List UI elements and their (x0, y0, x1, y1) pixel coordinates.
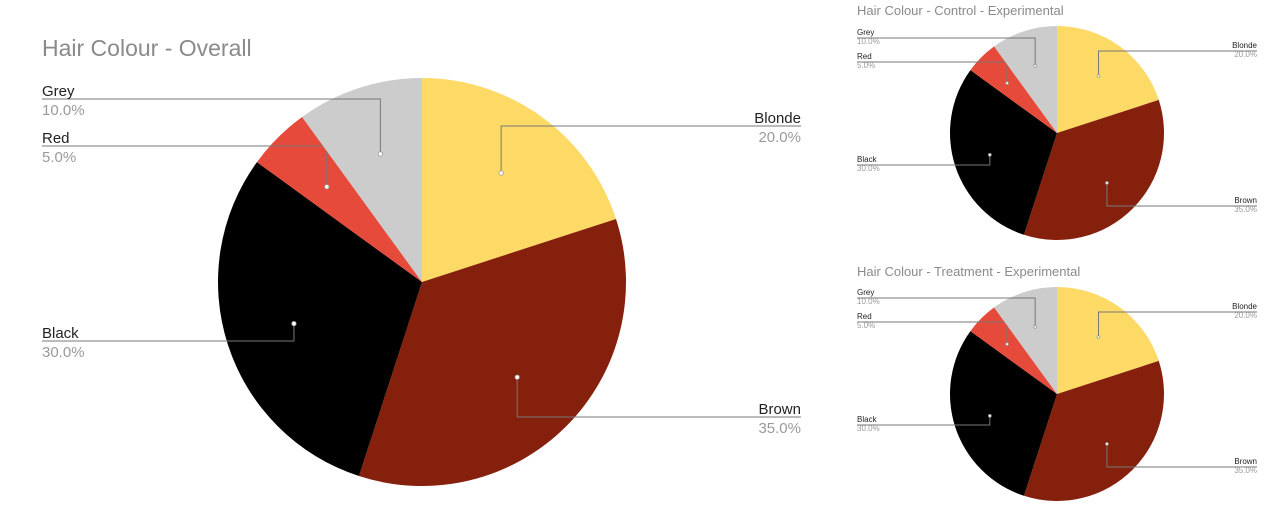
leader-anchor (1096, 335, 1101, 339)
slice-label-black: Black (857, 155, 878, 164)
leader-line (1098, 311, 1257, 337)
slice-percent-grey: 10.0% (857, 297, 880, 306)
leader-line (1098, 50, 1257, 76)
leader-line (857, 154, 991, 166)
slice-label-blonde: Blonde (1232, 41, 1257, 50)
leader-line (857, 297, 1036, 327)
pie-slice-grey (994, 287, 1057, 394)
slice-percent-red: 5.0% (857, 321, 875, 330)
slice-label-grey: Grey (42, 83, 75, 100)
chart-title: Hair Colour - Overall (42, 35, 252, 61)
slice-label-black: Black (857, 415, 878, 424)
leader-anchor (1105, 442, 1109, 446)
slice-label-red: Red (857, 312, 872, 321)
pie-chart-2: Hair Colour - Control - Experimental Blon… (857, 3, 1258, 240)
leader-line (1106, 182, 1257, 207)
pie-slice-red (970, 46, 1057, 133)
slice-label-red: Red (42, 130, 70, 147)
pie-slice-brown (1023, 99, 1164, 240)
pie-slice-black (950, 331, 1057, 496)
slice-label-red: Red (857, 52, 872, 61)
slice-label-blonde: Blonde (754, 110, 801, 127)
leader-line (42, 323, 295, 342)
slice-percent-black: 30.0% (857, 164, 880, 173)
leader-anchor (988, 153, 992, 157)
pie-slice-black (218, 162, 422, 477)
leader-line (1106, 443, 1257, 468)
leader-anchor (291, 321, 297, 327)
pie-slice-grey (994, 26, 1057, 133)
leader-anchor (1105, 181, 1109, 185)
slice-label-blonde: Blonde (1232, 302, 1257, 311)
slice-label-brown: Brown (1234, 457, 1257, 466)
slice-percent-brown: 35.0% (1234, 466, 1257, 475)
chart-title: Hair Colour - Treatment - Experimental (857, 264, 1080, 279)
slice-percent-red: 5.0% (857, 61, 875, 70)
pie-slice-brown (358, 218, 626, 486)
slice-percent-black: 30.0% (857, 424, 880, 433)
leader-anchor (1033, 64, 1037, 68)
slice-percent-blonde: 20.0% (1234, 311, 1257, 320)
leader-anchor (324, 184, 330, 190)
pie-slice-blonde (1057, 26, 1159, 133)
pie-slice-brown (1023, 360, 1164, 502)
leader-anchor (1005, 342, 1009, 346)
leader-anchor (498, 170, 504, 176)
leader-anchor (1033, 325, 1037, 329)
leader-line (42, 98, 381, 154)
leader-anchor (514, 374, 520, 380)
slice-label-grey: Grey (857, 288, 874, 297)
slice-label-grey: Grey (857, 28, 874, 37)
slice-percent-grey: 10.0% (857, 37, 880, 46)
slice-percent-blonde: 20.0% (1234, 50, 1257, 59)
pie-slice-red (970, 307, 1057, 394)
leader-anchor (988, 414, 992, 418)
leader-anchor (1005, 81, 1009, 85)
leader-anchor (377, 151, 383, 157)
pie-chart-1: Hair Colour - Overall Blonde 20.0% Brown 35.… (42, 35, 801, 486)
chart-title: Hair Colour - Control - Experimental (857, 3, 1064, 18)
pie-slice-blonde (1057, 287, 1159, 394)
slice-percent-red: 5.0% (42, 149, 76, 166)
slice-label-brown: Brown (758, 401, 801, 418)
pie-slice-blonde (422, 78, 617, 282)
pie-chart-3: Hair Colour - Treatment - Experimental Bl… (857, 264, 1258, 502)
pie-slice-black (950, 70, 1057, 235)
slice-label-black: Black (42, 325, 79, 342)
pie-slice-grey (302, 78, 422, 282)
leader-line (500, 125, 801, 174)
slice-percent-brown: 35.0% (758, 420, 801, 437)
slice-percent-blonde: 20.0% (758, 129, 801, 146)
leader-line (516, 377, 801, 418)
slice-percent-grey: 10.0% (42, 102, 85, 119)
slice-percent-brown: 35.0% (1234, 205, 1257, 214)
leader-line (857, 415, 991, 426)
leader-line (857, 37, 1036, 66)
pie-slice-red (256, 116, 422, 282)
leader-anchor (1096, 74, 1101, 78)
slice-percent-black: 30.0% (42, 344, 85, 361)
slice-label-brown: Brown (1234, 196, 1257, 205)
